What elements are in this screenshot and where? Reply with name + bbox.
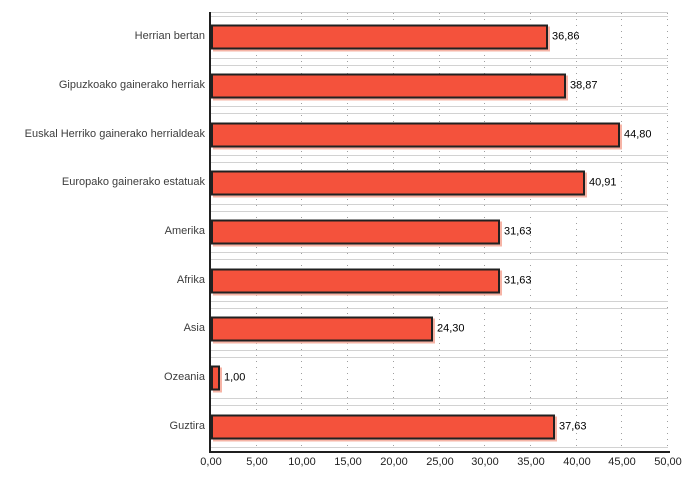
bar-value-label: 37,63 [559, 420, 587, 433]
category-label: Gipuzkoako gainerako herriak [58, 79, 205, 91]
chart-row: 1,00 [211, 354, 668, 403]
category-label: Euskal Herriko gainerako herrialdeak [24, 127, 205, 140]
bar-value-label: 40,91 [589, 176, 617, 189]
row-band [211, 162, 668, 205]
chart-row: 24,30 [211, 305, 668, 354]
x-tick-label: 35,00 [517, 456, 545, 468]
chart-row: 31,63 [211, 256, 668, 305]
value-axis-labels: 0,00 5,00 10,00 15,00 20,00 25,00 30,00 35,00 40… [200, 456, 681, 472]
bar-value-label: 38,87 [570, 79, 598, 92]
bar-value-label: 36,86 [552, 30, 580, 43]
category-label: Ozeania [164, 371, 205, 384]
x-tick-label: 50,00 [654, 456, 682, 468]
bar-value-label: 31,63 [504, 274, 532, 287]
vertical-gridline [576, 13, 577, 451]
category-label: Asia [183, 322, 205, 335]
plot-area: 36,86 38,87 44,80 40,91 31,63 31,63 24,3… [209, 12, 670, 453]
bar-value-label: 1,00 [224, 371, 246, 384]
row-band [211, 308, 668, 351]
category-label: Guztira [169, 419, 205, 432]
chart-row: 44,80 [211, 110, 668, 159]
row-band [211, 405, 668, 449]
vertical-gridline [621, 13, 622, 451]
row-band [211, 64, 668, 108]
x-tick-label: 25,00 [426, 456, 454, 468]
chart-row: 40,91 [211, 159, 668, 208]
bar-value-label: 44,80 [624, 128, 652, 141]
bar [211, 365, 220, 391]
x-tick-label: 20,00 [380, 456, 408, 468]
category-axis-labels: Herrian bertan Gipuzkoako gainerako herri… [0, 12, 205, 450]
bar [211, 268, 500, 294]
bar [211, 73, 566, 99]
x-tick-label: 5,00 [246, 456, 268, 468]
bar [211, 316, 433, 342]
x-tick-label: 0,00 [200, 456, 222, 468]
category-label: Amerika [164, 225, 205, 238]
vertical-gridline [667, 13, 668, 451]
x-tick-label: 10,00 [288, 456, 316, 468]
bar [211, 24, 548, 50]
chart-row: 36,86 [211, 13, 668, 62]
x-axis-line [209, 451, 670, 453]
bar [211, 170, 585, 196]
bar-value-label: 31,63 [504, 225, 532, 238]
chart-row: 31,63 [211, 208, 668, 257]
category-label: Europako gainerako estatuak [61, 176, 205, 189]
bar-value-label: 24,30 [437, 322, 465, 335]
category-label: Afrika [176, 273, 205, 286]
bar [211, 414, 555, 440]
row-band [211, 210, 668, 254]
category-label: Herrian bertan [134, 30, 205, 43]
row-band [211, 356, 668, 400]
row-band [211, 113, 668, 157]
chart-row: 37,63 [211, 402, 668, 451]
row-band [211, 259, 668, 303]
rows-container: 36,86 38,87 44,80 40,91 31,63 31,63 24,3… [211, 13, 668, 451]
x-tick-label: 30,00 [471, 456, 499, 468]
x-tick-label: 45,00 [608, 456, 636, 468]
x-tick-label: 15,00 [334, 456, 362, 468]
y-axis-line [209, 12, 211, 453]
chart-row: 38,87 [211, 62, 668, 111]
vertical-gridline [530, 13, 531, 451]
row-band [211, 16, 668, 59]
x-tick-label: 40,00 [563, 456, 591, 468]
bar [211, 122, 620, 148]
bar [211, 219, 500, 245]
